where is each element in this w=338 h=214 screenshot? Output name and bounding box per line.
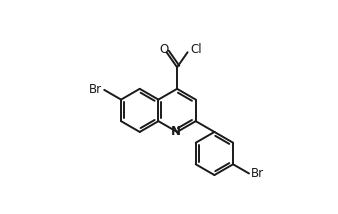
- Text: O: O: [160, 43, 169, 56]
- Text: N: N: [171, 125, 180, 138]
- Text: Br: Br: [89, 83, 102, 96]
- Text: Cl: Cl: [190, 43, 202, 56]
- Text: Br: Br: [251, 167, 264, 180]
